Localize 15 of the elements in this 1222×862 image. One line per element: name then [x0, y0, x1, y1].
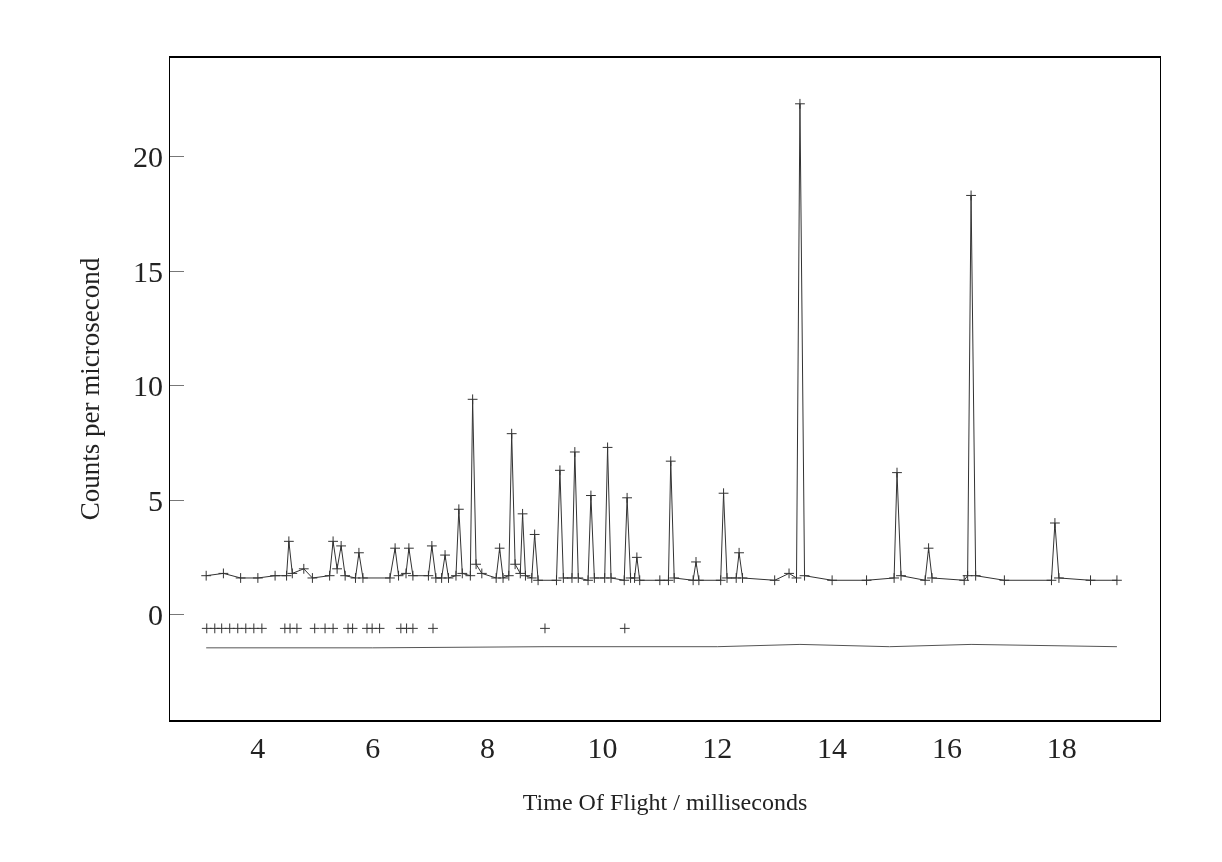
- x-tick-label: 10: [587, 731, 618, 764]
- x-tick-label: 8: [480, 731, 496, 764]
- y-tick-label: 20: [133, 140, 163, 173]
- y-tick-label: 15: [133, 254, 163, 288]
- x-tick-label: 18: [1046, 731, 1077, 764]
- y-axis-title: Counts per microsecond: [75, 257, 106, 521]
- x-tick-label: 16: [931, 731, 962, 764]
- y-tick-label: 5: [148, 483, 163, 517]
- x-tick-label: 6: [365, 731, 381, 764]
- x-axis-title: Time Of Flight / milliseconds: [522, 788, 808, 815]
- y-tick-label: 0: [148, 598, 163, 632]
- x-tick-label: 14: [817, 731, 848, 764]
- x-tick-label: 4: [250, 731, 266, 764]
- x-tick-label: 12: [702, 731, 733, 764]
- y-tick-label: 10: [133, 369, 163, 403]
